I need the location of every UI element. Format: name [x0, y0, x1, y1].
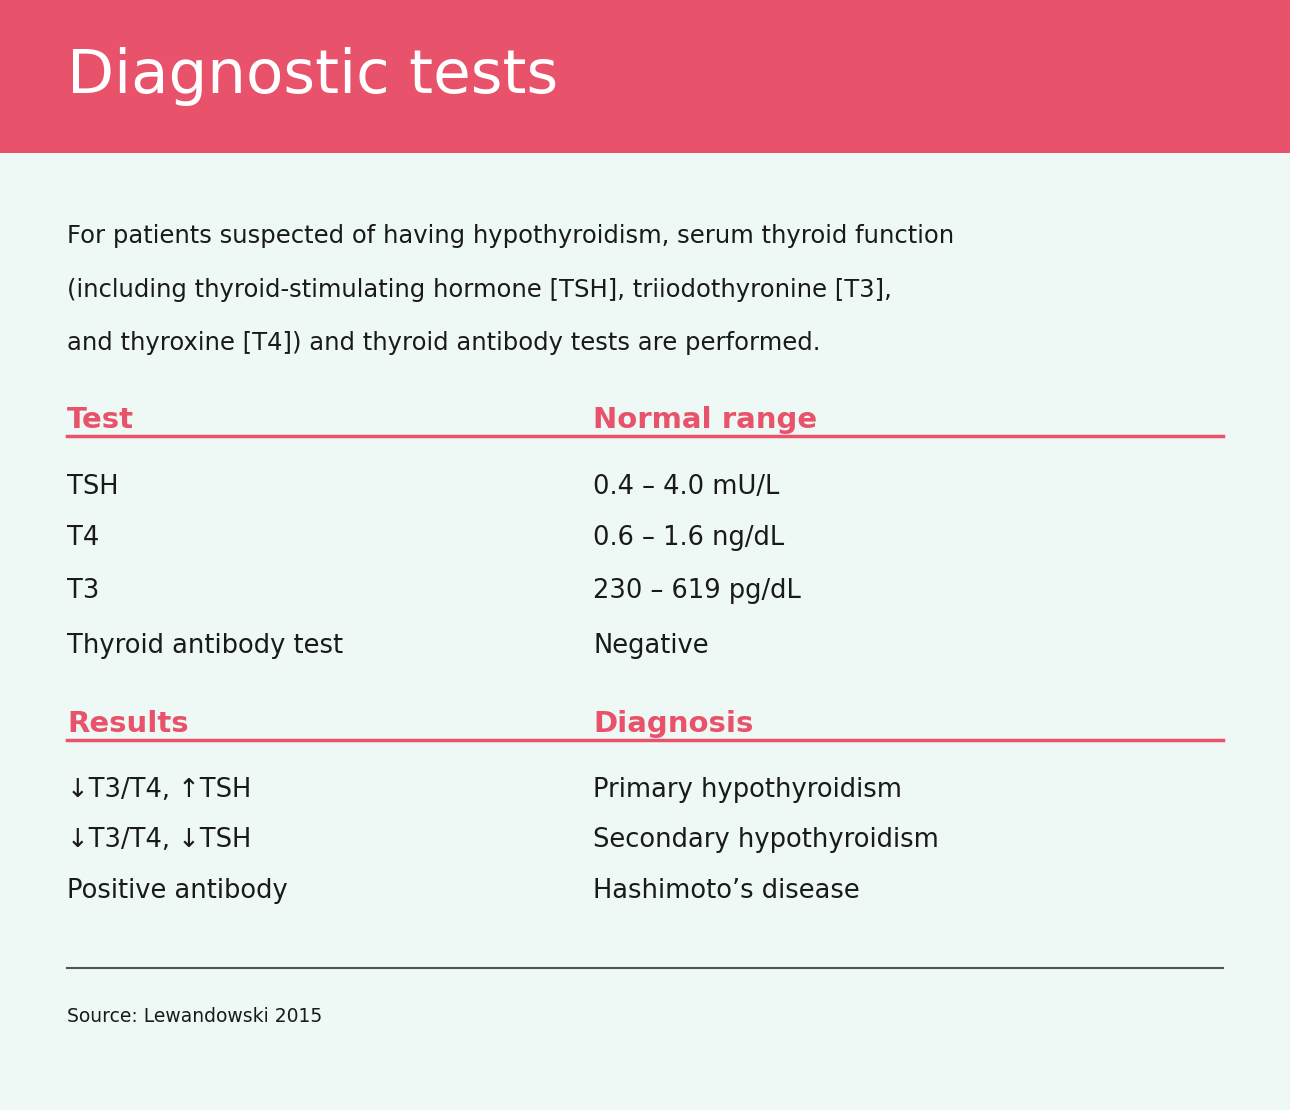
- Text: 230 – 619 pg/dL: 230 – 619 pg/dL: [593, 577, 801, 604]
- Text: ↓T3/T4, ↓TSH: ↓T3/T4, ↓TSH: [67, 827, 252, 854]
- Text: Thyroid antibody test: Thyroid antibody test: [67, 633, 343, 659]
- Text: For patients suspected of having hypothyroidism, serum thyroid function: For patients suspected of having hypothy…: [67, 224, 955, 249]
- Text: Diagnostic tests: Diagnostic tests: [67, 47, 559, 107]
- Text: T4: T4: [67, 525, 99, 552]
- Text: Normal range: Normal range: [593, 406, 818, 434]
- Bar: [0, 0, 1290, 153]
- Text: Test: Test: [67, 406, 134, 434]
- Text: Hashimoto’s disease: Hashimoto’s disease: [593, 878, 860, 905]
- Text: Diagnosis: Diagnosis: [593, 710, 753, 738]
- Text: T3: T3: [67, 577, 99, 604]
- Text: Positive antibody: Positive antibody: [67, 878, 288, 905]
- Text: Results: Results: [67, 710, 188, 738]
- Text: TSH: TSH: [67, 474, 119, 501]
- Text: Negative: Negative: [593, 633, 710, 659]
- Text: Primary hypothyroidism: Primary hypothyroidism: [593, 777, 903, 804]
- Text: and thyroxine [T4]) and thyroid antibody tests are performed.: and thyroxine [T4]) and thyroid antibody…: [67, 331, 820, 355]
- Text: Source: Lewandowski 2015: Source: Lewandowski 2015: [67, 1007, 322, 1026]
- Text: ↓T3/T4, ↑TSH: ↓T3/T4, ↑TSH: [67, 777, 252, 804]
- Text: Secondary hypothyroidism: Secondary hypothyroidism: [593, 827, 939, 854]
- Text: 0.4 – 4.0 mU/L: 0.4 – 4.0 mU/L: [593, 474, 779, 501]
- Text: 0.6 – 1.6 ng/dL: 0.6 – 1.6 ng/dL: [593, 525, 784, 552]
- Text: (including thyroid-stimulating hormone [TSH], triiodothyronine [T3],: (including thyroid-stimulating hormone […: [67, 278, 891, 302]
